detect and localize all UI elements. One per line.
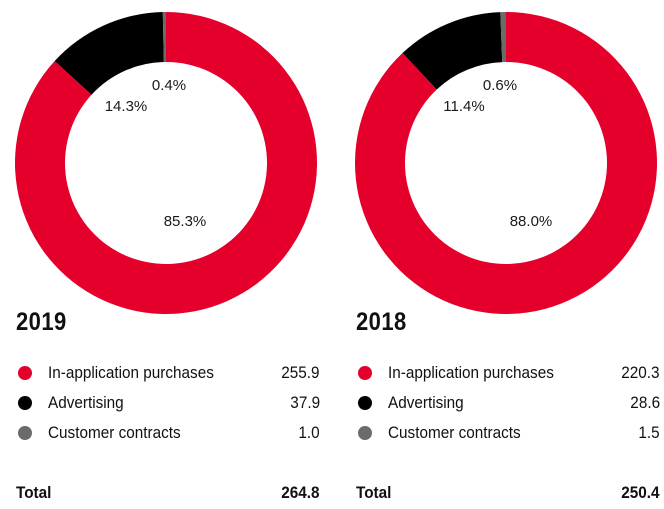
legend-row-customer-contracts: Customer contracts 1.0 [16,421,320,451]
slice-in-app-purchases [354,12,657,314]
legend: In-application purchases 255.9 Advertisi… [16,361,320,451]
slice-in-app-purchases [15,12,318,314]
legend-dot-icon [358,396,372,410]
legend-value: 37.9 [290,393,320,412]
chart-title: 2018 [356,308,407,336]
slice-advertising [54,12,164,95]
total-label: Total [16,483,52,502]
legend-row-customer-contracts: Customer contracts 1.5 [356,421,660,451]
legend-dot-icon [18,396,32,410]
chart-title: 2019 [16,308,67,336]
legend-dot-icon [358,426,372,440]
percent-label-customer-contracts: 0.4% [152,77,186,94]
legend-value: 255.9 [281,363,320,382]
donut-chart-2018: 88.0% 11.4% 0.6% [354,12,657,314]
legend-label: Customer contracts [388,423,521,442]
slice-customer-contracts [500,12,506,63]
legend-label: In-application purchases [388,363,554,382]
legend-row-in-app-purchases: In-application purchases 220.3 [356,361,660,391]
legend-row-advertising: Advertising 28.6 [356,391,660,421]
legend-label: In-application purchases [48,363,214,382]
total-label: Total [356,483,392,502]
slice-customer-contracts [162,11,166,63]
chart-panel-2019: 85.3% 14.3% 0.4% 2019 In-application pur… [0,0,320,509]
percent-label-customer-contracts: 0.6% [483,77,517,94]
legend-dot-icon [18,426,32,440]
percent-label-advertising: 14.3% [105,98,148,115]
legend-row-in-app-purchases: In-application purchases 255.9 [16,361,320,391]
chart-panel-2018: 88.0% 11.4% 0.6% 2018 In-application pur… [340,0,660,509]
legend-value: 28.6 [630,393,660,412]
legend-label: Customer contracts [48,423,181,442]
legend-value: 1.5 [638,423,660,442]
total-row: Total 264.8 [16,481,320,507]
total-row: Total 250.4 [356,481,660,507]
percent-label-in-app-purchases: 85.3% [164,213,207,230]
legend-dot-icon [358,366,372,380]
legend-dot-icon [18,366,32,380]
legend-label: Advertising [48,393,124,412]
total-value: 264.8 [281,483,320,502]
slice-advertising [402,12,503,90]
legend-value: 220.3 [621,363,660,382]
legend-row-advertising: Advertising 37.9 [16,391,320,421]
percent-label-advertising: 11.4% [443,98,484,115]
legend: In-application purchases 220.3 Advertisi… [356,361,660,451]
donut-chart-2019: 85.3% 14.3% 0.4% [15,11,318,314]
total-value: 250.4 [621,483,660,502]
legend-label: Advertising [388,393,464,412]
legend-value: 1.0 [298,423,320,442]
percent-label-in-app-purchases: 88.0% [510,213,553,230]
